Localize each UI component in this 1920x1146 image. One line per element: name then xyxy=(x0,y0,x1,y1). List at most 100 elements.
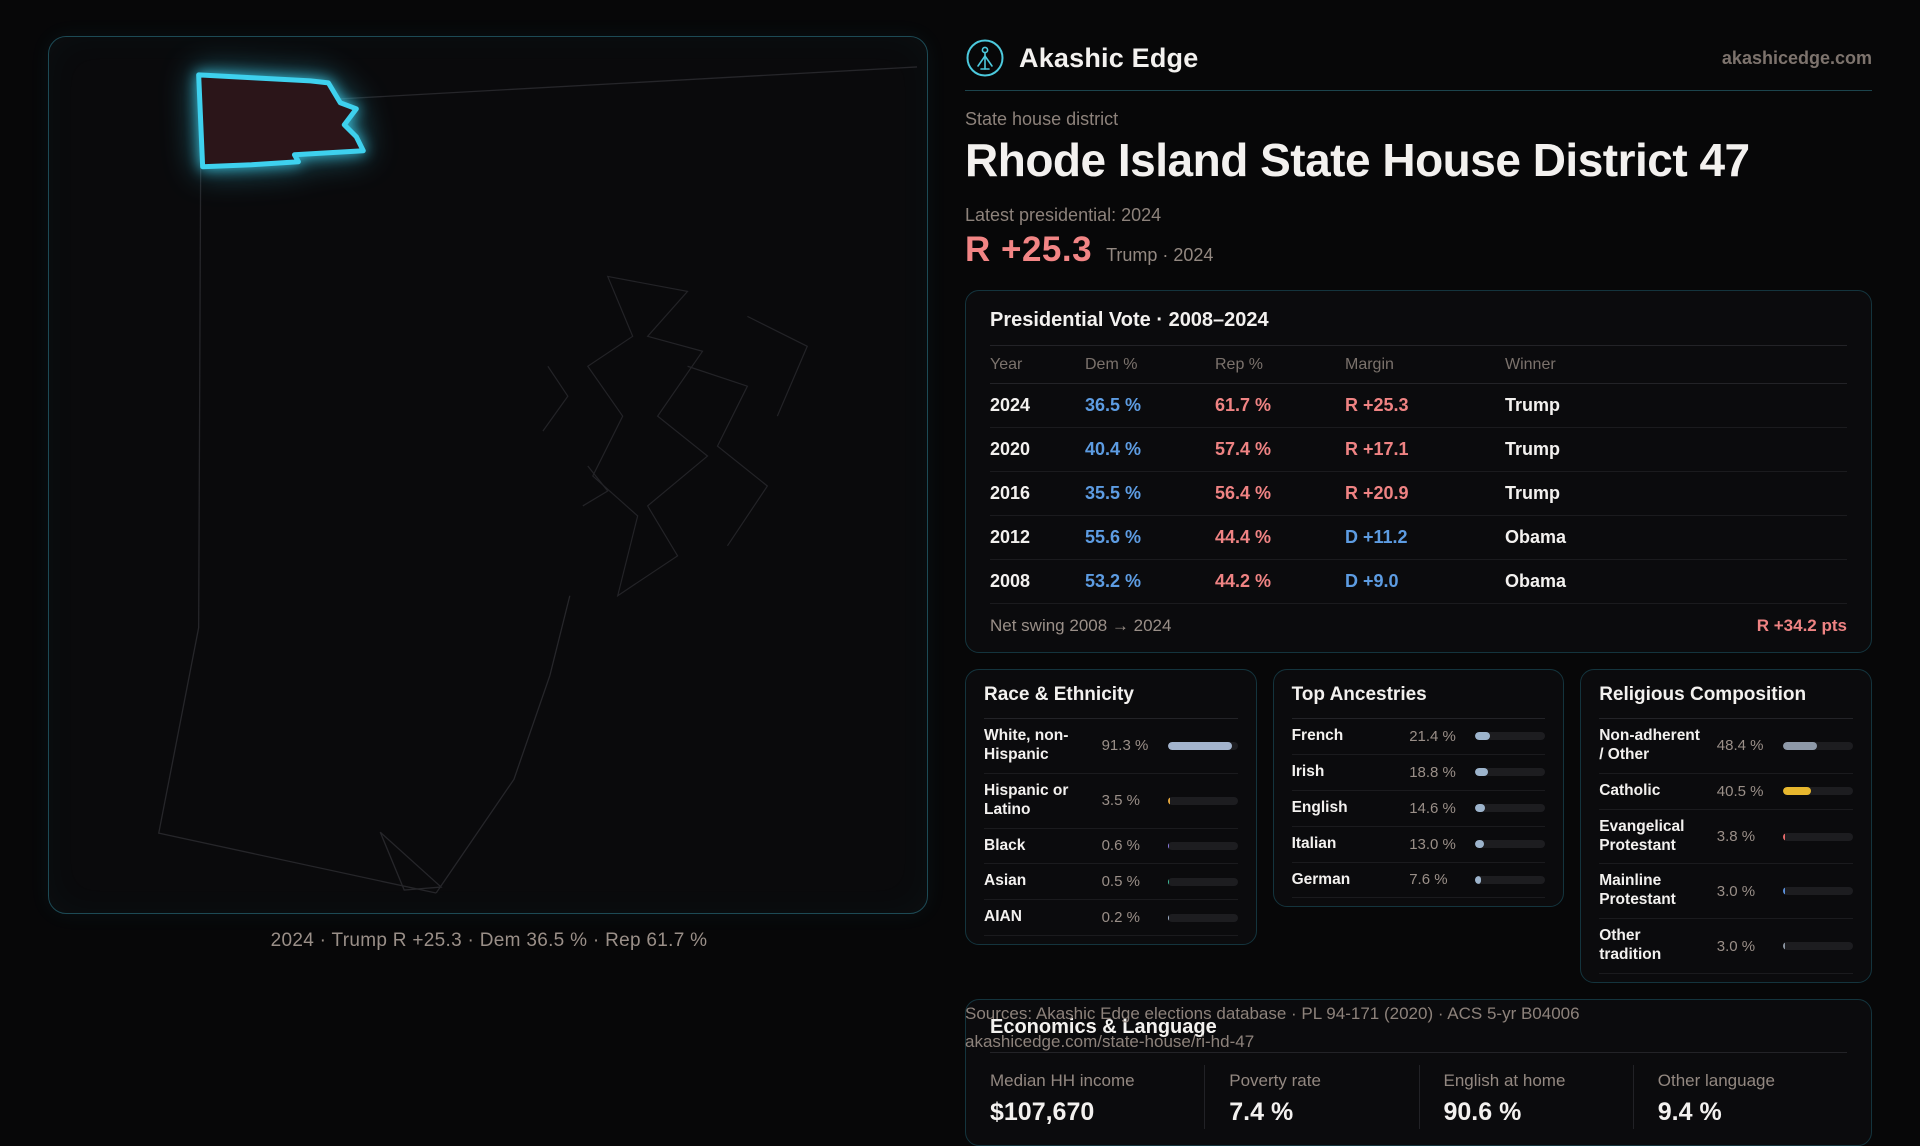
economics-stat-label: Poverty rate xyxy=(1229,1071,1321,1091)
page-title: Rhode Island State House District 47 xyxy=(965,134,1750,186)
stat-bar-fill xyxy=(1475,768,1489,777)
stat-label: Other tradition xyxy=(1599,927,1662,964)
economics-stat-value: $107,670 xyxy=(990,1098,1095,1127)
stat-bar-track xyxy=(1475,768,1546,777)
stat-bar-track xyxy=(1782,832,1853,841)
economics-stat-label: Median HH income xyxy=(990,1071,1135,1091)
net-swing-label: Net swing 2008 → 2024 xyxy=(990,615,1172,635)
header: Akashic Edge akashicedge.com xyxy=(965,36,1872,80)
religion-rows: Non-adherent / Other 48.4 % Catholic 40.5 %… xyxy=(1599,719,1853,975)
cell-rep-pct: 56.4 % xyxy=(1215,482,1272,503)
cell-winner: Obama xyxy=(1505,526,1567,547)
stat-value: 14.6 % xyxy=(1409,799,1456,817)
stat-label: Asian xyxy=(984,872,1027,890)
stat-bar-track xyxy=(1475,732,1546,741)
stat-bar-track xyxy=(1167,741,1238,750)
stat-value: 0.2 % xyxy=(1101,909,1140,927)
stat-value: 18.8 % xyxy=(1409,763,1456,781)
col-rep: Rep % xyxy=(1215,355,1264,373)
stat-row: German 7.6 % xyxy=(1291,863,1546,899)
stat-value: 13.0 % xyxy=(1409,835,1456,853)
stat-bar-fill xyxy=(1475,840,1485,849)
stat-bar-track xyxy=(1475,804,1546,813)
race-rows: White, non-Hispanic 91.3 % Hispanic or Lat… xyxy=(984,719,1238,937)
stat-label: AIAN xyxy=(984,908,1022,926)
ancestries-rows: French 21.4 % Irish 18.8 % English 14.6 % Ital… xyxy=(1291,719,1546,899)
latest-presidential-label: Latest presidential: 2024 xyxy=(965,204,1162,225)
stat-bar-track xyxy=(1782,787,1853,796)
stat-value: 0.5 % xyxy=(1101,873,1140,891)
cell-dem-pct: 40.4 % xyxy=(1085,438,1142,459)
cell-rep-pct: 57.4 % xyxy=(1215,438,1272,459)
site-domain-link[interactable]: akashicedge.com xyxy=(1721,47,1872,68)
stat-value: 48.4 % xyxy=(1716,737,1764,755)
cell-year: 2020 xyxy=(990,438,1031,459)
cell-winner: Trump xyxy=(1505,482,1561,503)
state-outline xyxy=(157,66,918,894)
economics-stat-label: English at home xyxy=(1443,1071,1566,1091)
cell-dem-pct: 36.5 % xyxy=(1085,394,1142,415)
district-map-card xyxy=(48,36,928,914)
headline-margin-row: R +25.3 Trump · 2024 xyxy=(965,230,1872,270)
cell-winner: Obama xyxy=(1505,570,1567,591)
stat-label: Italian xyxy=(1291,834,1337,852)
economics-panel-title: Economics & Language xyxy=(990,1016,1217,1039)
stat-value: 91.3 % xyxy=(1101,737,1149,755)
cell-margin: D +11.2 xyxy=(1345,526,1408,547)
stat-label: English xyxy=(1291,798,1348,816)
stat-bar-fill xyxy=(1167,841,1169,850)
vote-table-row: 2008 53.2 % 44.2 % D +9.0 Obama xyxy=(990,560,1847,604)
cell-dem-pct: 35.5 % xyxy=(1085,482,1142,503)
economics-stat-value: 9.4 % xyxy=(1657,1098,1722,1127)
stat-bar-track xyxy=(1475,840,1546,849)
stat-bar-track xyxy=(1475,875,1546,884)
economics-stat-cell: Other language 9.4 % xyxy=(1632,1065,1847,1130)
stat-row: Italian 13.0 % xyxy=(1291,827,1546,863)
cell-margin: R +20.9 xyxy=(1345,482,1409,503)
stat-row: French 21.4 % xyxy=(1291,719,1546,755)
stat-bar-track xyxy=(1782,887,1853,896)
stat-bar-fill xyxy=(1475,804,1486,813)
economics-stat-label: Other language xyxy=(1657,1071,1775,1091)
stat-value: 40.5 % xyxy=(1716,782,1764,800)
sources-footer: Sources: Akashic Edge elections database… xyxy=(965,1000,1825,1055)
stat-row: Asian 0.5 % xyxy=(984,864,1238,901)
stat-bar-fill xyxy=(1167,877,1169,886)
headline-margin-value: R +25.3 xyxy=(965,229,1093,269)
economics-stat-value: 7.4 % xyxy=(1229,1098,1294,1127)
headline-margin-context: Trump · 2024 xyxy=(1106,244,1214,265)
akashic-edge-logo-icon xyxy=(966,39,1004,77)
demographics-row: Race & Ethnicity White, non-Hispanic 91.3… xyxy=(965,668,1872,984)
col-year: Year xyxy=(990,355,1023,373)
stat-bar-track xyxy=(1167,796,1238,805)
cell-year: 2016 xyxy=(990,482,1031,503)
stat-bar-fill xyxy=(1167,796,1171,805)
highlighted-district-47[interactable] xyxy=(196,72,366,170)
sources-permalink[interactable]: akashicedge.com/state-house/ri-hd-47 xyxy=(965,1031,1255,1051)
cell-year: 2008 xyxy=(990,570,1031,591)
stat-row: Black 0.6 % xyxy=(984,829,1238,865)
stat-row: Other tradition 3.0 % xyxy=(1599,919,1853,975)
district-kicker: State house district xyxy=(965,109,1119,129)
vote-table-body: 2024 36.5 % 61.7 % R +25.3 Trump 2020 40.4 % 57… xyxy=(990,384,1847,604)
divider xyxy=(990,344,1847,346)
race-panel-title: Race & Ethnicity xyxy=(984,683,1134,705)
economics-stat-cell: Poverty rate 7.4 % xyxy=(1204,1065,1418,1130)
stat-label: White, non-Hispanic xyxy=(984,726,1069,763)
top-ancestries-panel: Top Ancestries French 21.4 % Irish 18.8 % En… xyxy=(1272,668,1565,908)
stat-bar-track xyxy=(1782,741,1853,750)
vote-table-row: 2020 40.4 % 57.4 % R +17.1 Trump xyxy=(990,428,1847,472)
stat-label: Non-adherent / Other xyxy=(1599,726,1700,763)
stat-bar-track xyxy=(1167,913,1238,922)
stat-bar-fill xyxy=(1167,913,1169,922)
cell-rep-pct: 44.2 % xyxy=(1215,570,1272,591)
cell-year: 2012 xyxy=(990,526,1031,547)
page: 2024 · Trump R +25.3 · Dem 36.5 % · Rep … xyxy=(48,36,1872,1146)
stat-bar-fill xyxy=(1782,887,1785,896)
col-margin: Margin xyxy=(1345,355,1394,373)
cell-dem-pct: 55.6 % xyxy=(1085,526,1142,547)
stat-bar-fill xyxy=(1475,875,1481,884)
cell-winner: Trump xyxy=(1505,394,1561,415)
presidential-vote-panel: Presidential Vote · 2008–2024 Year Dem %… xyxy=(965,289,1872,653)
stat-value: 7.6 % xyxy=(1409,871,1448,889)
